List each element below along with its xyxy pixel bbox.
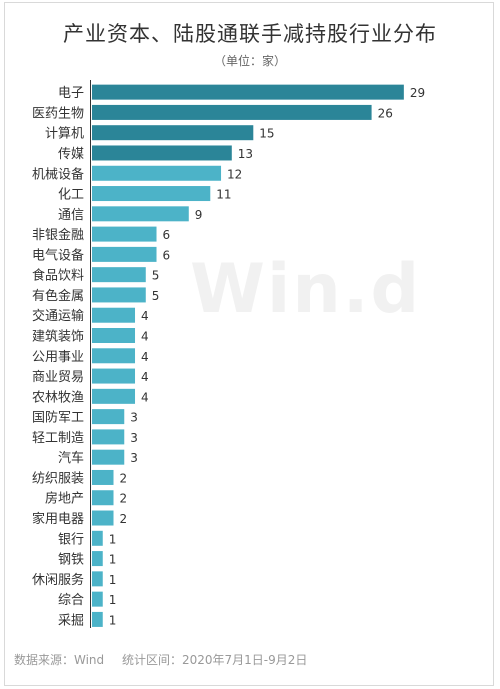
category-label: 公用事业 bbox=[32, 350, 84, 365]
category-label: 商业贸易 bbox=[32, 370, 84, 385]
bar-value-label: 13 bbox=[238, 147, 253, 161]
bar bbox=[92, 84, 404, 100]
bar bbox=[92, 409, 125, 425]
bar bbox=[92, 287, 146, 303]
statistics-period-text: 统计区间：2020年7月1日-9月2日 bbox=[122, 653, 308, 667]
category-axis-line bbox=[90, 80, 91, 628]
category-label: 农林牧渔 bbox=[32, 390, 84, 405]
category-label: 家用电器 bbox=[32, 511, 84, 527]
category-label: 综合 bbox=[58, 593, 84, 608]
bar-value-label: 1 bbox=[109, 613, 117, 627]
category-label: 银行 bbox=[58, 532, 84, 547]
category-label: 纺织服装 bbox=[32, 471, 84, 486]
category-label: 计算机 bbox=[45, 127, 84, 142]
category-label: 有色金属 bbox=[32, 288, 84, 304]
bar-value-label: 2 bbox=[120, 492, 128, 506]
bar-value-label: 5 bbox=[152, 289, 160, 303]
bar-value-label: 4 bbox=[141, 370, 149, 384]
chart-subtitle: （单位：家） bbox=[213, 54, 286, 68]
bar bbox=[92, 348, 136, 364]
category-label: 食品饮料 bbox=[32, 268, 84, 284]
bar bbox=[92, 530, 103, 546]
bar-value-label: 29 bbox=[410, 86, 425, 100]
bar-value-label: 26 bbox=[378, 106, 393, 120]
bar bbox=[92, 429, 125, 445]
bar-value-label: 2 bbox=[120, 512, 128, 526]
bar-value-label: 15 bbox=[259, 127, 274, 141]
category-label: 电子 bbox=[58, 86, 84, 101]
category-label: 国防军工 bbox=[32, 410, 84, 426]
bar-value-label: 4 bbox=[141, 309, 149, 323]
bar bbox=[92, 469, 114, 485]
category-label: 采掘 bbox=[58, 613, 84, 628]
bar bbox=[92, 125, 254, 141]
category-label: 交通运输 bbox=[32, 308, 84, 324]
bar bbox=[92, 104, 372, 120]
category-label: 轻工制造 bbox=[32, 431, 84, 446]
wind-watermark: Win.d bbox=[190, 250, 422, 329]
bar bbox=[92, 591, 103, 607]
bar-value-label: 1 bbox=[109, 573, 117, 587]
bar-value-label: 12 bbox=[227, 167, 242, 181]
bar-value-label: 1 bbox=[109, 553, 117, 567]
bar bbox=[92, 206, 189, 222]
category-label: 非银金融 bbox=[32, 227, 84, 243]
bar bbox=[92, 186, 211, 202]
category-label: 医药生物 bbox=[32, 106, 84, 121]
bar bbox=[92, 246, 157, 262]
bar-value-label: 2 bbox=[120, 471, 128, 485]
footer-source: 数据来源：Wind 统计区间：2020年7月1日-9月2日 bbox=[14, 651, 321, 668]
bar bbox=[92, 267, 146, 283]
bar-value-label: 3 bbox=[130, 411, 138, 425]
bar-value-label: 5 bbox=[152, 269, 160, 283]
bar bbox=[92, 449, 125, 465]
data-source-text: 数据来源：Wind bbox=[14, 653, 105, 667]
bar bbox=[92, 328, 136, 343]
bar-value-label: 1 bbox=[109, 593, 117, 607]
bar-value-label: 4 bbox=[141, 350, 149, 364]
bar bbox=[92, 490, 114, 506]
bar bbox=[92, 510, 114, 526]
bar-value-label: 3 bbox=[130, 431, 138, 445]
bar-value-label: 3 bbox=[130, 451, 138, 465]
category-label: 机械设备 bbox=[32, 166, 84, 182]
category-label: 通信 bbox=[58, 208, 84, 223]
bar bbox=[92, 307, 136, 323]
bar-value-label: 11 bbox=[216, 188, 231, 202]
bar bbox=[92, 226, 157, 242]
category-label: 电气设备 bbox=[32, 247, 84, 263]
bar-value-label: 6 bbox=[163, 228, 171, 242]
bar-value-label: 1 bbox=[109, 532, 117, 546]
category-label: 钢铁 bbox=[58, 553, 84, 568]
bar bbox=[92, 571, 103, 587]
category-label: 休闲服务 bbox=[32, 572, 84, 588]
bar-value-label: 6 bbox=[163, 248, 171, 262]
bar-value-label: 9 bbox=[195, 208, 203, 222]
bar bbox=[92, 388, 136, 404]
bar-value-label: 4 bbox=[141, 390, 149, 404]
bar bbox=[92, 145, 232, 161]
bar bbox=[92, 611, 103, 627]
category-label: 传媒 bbox=[58, 147, 84, 162]
bar bbox=[92, 368, 136, 384]
category-label: 汽车 bbox=[58, 450, 84, 466]
bar-value-label: 4 bbox=[141, 330, 149, 344]
bar bbox=[92, 165, 222, 181]
category-label: 房地产 bbox=[45, 491, 84, 507]
category-label: 化工 bbox=[58, 188, 84, 203]
bar bbox=[92, 551, 103, 567]
category-label: 建筑装饰 bbox=[32, 329, 84, 345]
chart-title: 产业资本、陆股通联手减持股行业分布 bbox=[63, 22, 437, 46]
